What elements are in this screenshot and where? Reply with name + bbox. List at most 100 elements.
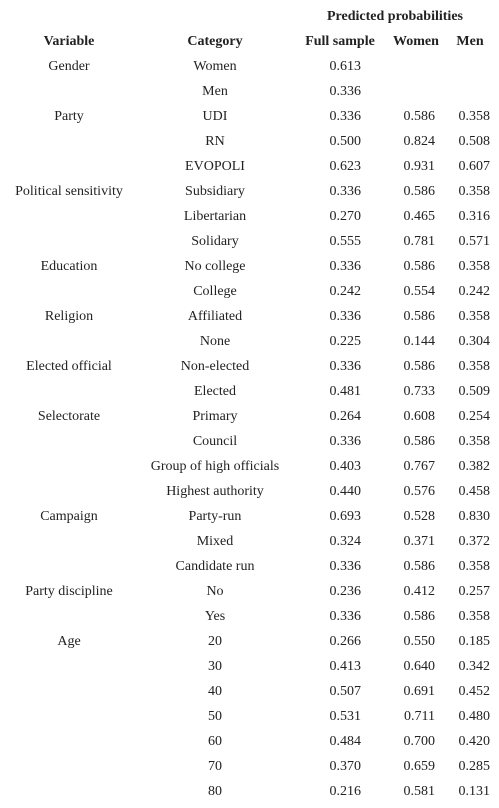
women-cell: 0.581 bbox=[403, 784, 436, 799]
men-cell: 0.316 bbox=[458, 209, 491, 224]
variable-cell: Campaign bbox=[40, 509, 98, 524]
group-header: Predicted probabilities bbox=[327, 9, 463, 24]
full-cell: 0.484 bbox=[329, 734, 362, 749]
column-header: Women bbox=[393, 34, 439, 49]
full-cell: 0.225 bbox=[329, 334, 362, 349]
men-cell: 0.358 bbox=[458, 184, 491, 199]
women-cell: 0.586 bbox=[403, 309, 436, 324]
variable-cell: Political sensitivity bbox=[15, 184, 123, 199]
women-cell: 0.733 bbox=[403, 384, 436, 399]
full-cell: 0.242 bbox=[329, 284, 362, 299]
variable-cell: Selectorate bbox=[37, 409, 101, 424]
men-cell: 0.304 bbox=[458, 334, 491, 349]
men-cell: 0.458 bbox=[458, 484, 491, 499]
column-header: Men bbox=[456, 34, 484, 49]
category-cell: Highest authority bbox=[166, 484, 264, 499]
category-cell: 20 bbox=[208, 634, 222, 649]
men-cell: 0.508 bbox=[458, 134, 491, 149]
women-cell: 0.586 bbox=[403, 434, 436, 449]
women-cell: 0.586 bbox=[403, 359, 436, 374]
category-cell: Men bbox=[202, 84, 228, 99]
full-cell: 0.324 bbox=[329, 534, 362, 549]
women-cell: 0.767 bbox=[403, 459, 436, 474]
variable-cell: Party bbox=[54, 109, 84, 124]
full-cell: 0.266 bbox=[329, 634, 362, 649]
men-cell: 0.830 bbox=[458, 509, 491, 524]
category-cell: No college bbox=[184, 259, 246, 274]
men-cell: 0.185 bbox=[458, 634, 491, 649]
category-cell: 60 bbox=[208, 734, 222, 749]
category-cell: 70 bbox=[208, 759, 222, 774]
category-cell: None bbox=[199, 334, 231, 349]
women-cell: 0.586 bbox=[403, 109, 436, 124]
category-cell: Group of high officials bbox=[150, 459, 280, 474]
women-cell: 0.586 bbox=[403, 259, 436, 274]
full-cell: 0.440 bbox=[329, 484, 362, 499]
women-cell: 0.576 bbox=[403, 484, 436, 499]
women-cell: 0.781 bbox=[403, 234, 436, 249]
men-cell: 0.358 bbox=[458, 259, 491, 274]
men-cell: 0.254 bbox=[458, 409, 491, 424]
women-cell: 0.144 bbox=[403, 334, 436, 349]
full-cell: 0.336 bbox=[329, 434, 362, 449]
women-cell: 0.640 bbox=[403, 659, 436, 674]
full-cell: 0.413 bbox=[329, 659, 362, 674]
category-cell: 50 bbox=[208, 709, 222, 724]
category-cell: Non-elected bbox=[180, 359, 250, 374]
full-cell: 0.216 bbox=[329, 784, 362, 799]
full-cell: 0.370 bbox=[329, 759, 362, 774]
full-cell: 0.336 bbox=[329, 359, 362, 374]
women-cell: 0.412 bbox=[403, 584, 436, 599]
full-cell: 0.531 bbox=[329, 709, 362, 724]
variable-cell: Party discipline bbox=[25, 584, 113, 599]
men-cell: 0.607 bbox=[458, 159, 491, 174]
men-cell: 0.358 bbox=[458, 559, 491, 574]
men-cell: 0.420 bbox=[458, 734, 491, 749]
full-cell: 0.336 bbox=[329, 259, 362, 274]
women-cell: 0.931 bbox=[403, 159, 436, 174]
variable-cell: Religion bbox=[44, 309, 94, 324]
men-cell: 0.452 bbox=[458, 684, 491, 699]
category-cell: Yes bbox=[204, 609, 226, 624]
variable-cell: Education bbox=[40, 259, 98, 274]
full-cell: 0.264 bbox=[329, 409, 362, 424]
men-cell: 0.358 bbox=[458, 434, 491, 449]
men-cell: 0.372 bbox=[458, 534, 491, 549]
full-cell: 0.336 bbox=[329, 559, 362, 574]
category-cell: Solidary bbox=[191, 234, 239, 249]
men-cell: 0.358 bbox=[458, 309, 491, 324]
women-cell: 0.586 bbox=[403, 184, 436, 199]
category-cell: Mixed bbox=[196, 534, 234, 549]
category-cell: Elected bbox=[194, 384, 236, 399]
full-cell: 0.500 bbox=[329, 134, 362, 149]
women-cell: 0.371 bbox=[403, 534, 436, 549]
men-cell: 0.382 bbox=[458, 459, 491, 474]
category-cell: 80 bbox=[208, 784, 222, 799]
men-cell: 0.342 bbox=[458, 659, 491, 674]
men-cell: 0.242 bbox=[458, 284, 491, 299]
full-cell: 0.336 bbox=[329, 109, 362, 124]
category-cell: UDI bbox=[202, 109, 228, 124]
category-cell: Primary bbox=[192, 409, 238, 424]
category-cell: Affiliated bbox=[187, 309, 243, 324]
column-header: Variable bbox=[43, 34, 95, 49]
full-cell: 0.270 bbox=[329, 209, 362, 224]
women-cell: 0.554 bbox=[403, 284, 436, 299]
category-cell: Subsidiary bbox=[185, 184, 245, 199]
category-cell: Women bbox=[193, 59, 237, 74]
women-cell: 0.550 bbox=[403, 634, 436, 649]
women-cell: 0.586 bbox=[403, 559, 436, 574]
men-cell: 0.131 bbox=[458, 784, 491, 799]
full-cell: 0.507 bbox=[329, 684, 362, 699]
variable-cell: Age bbox=[57, 634, 81, 649]
women-cell: 0.528 bbox=[403, 509, 436, 524]
variable-cell: Elected official bbox=[26, 359, 112, 374]
men-cell: 0.285 bbox=[458, 759, 491, 774]
full-cell: 0.336 bbox=[329, 184, 362, 199]
full-cell: 0.336 bbox=[329, 309, 362, 324]
full-cell: 0.613 bbox=[329, 59, 362, 74]
full-cell: 0.623 bbox=[329, 159, 362, 174]
category-cell: Libertarian bbox=[183, 209, 247, 224]
category-cell: College bbox=[193, 284, 237, 299]
